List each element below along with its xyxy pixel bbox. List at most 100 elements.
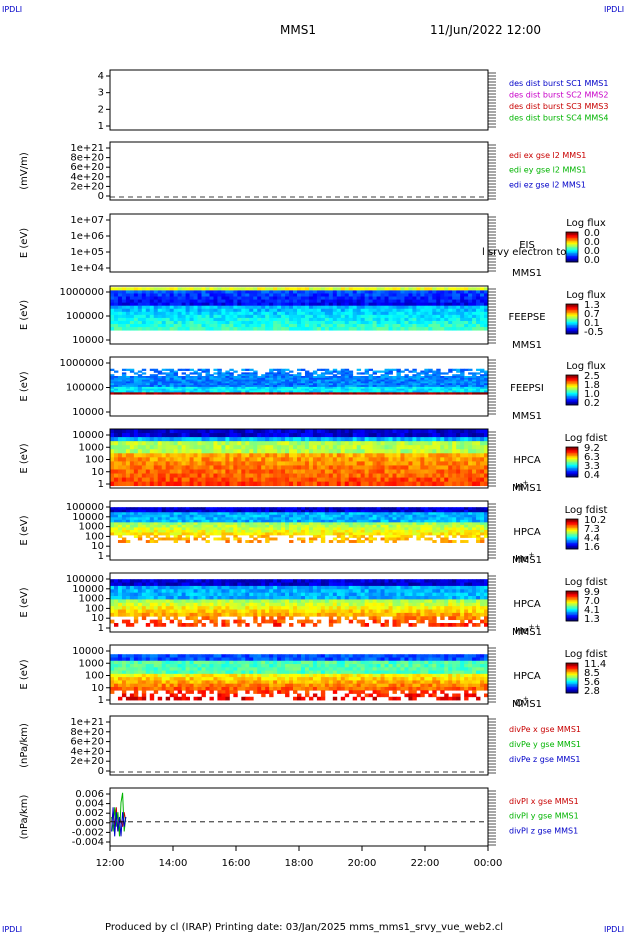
heatmap-cell <box>324 390 330 393</box>
heatmap-cell <box>432 457 437 462</box>
heatmap-cell <box>153 383 159 386</box>
heatmap-cell <box>129 465 135 470</box>
heatmap-cell <box>348 477 354 483</box>
heatmap-cell <box>177 388 183 391</box>
heatmap-cell <box>364 311 370 316</box>
heatmap-cell <box>356 290 362 294</box>
heatmap-cell <box>380 392 385 395</box>
heatmap-cell <box>372 376 377 379</box>
heatmap-cell <box>133 320 139 325</box>
heatmap-cell <box>484 324 489 328</box>
heatmap-cell <box>380 527 385 531</box>
heatmap-cell <box>209 287 214 291</box>
heatmap-cell <box>300 457 306 462</box>
heatmap-cell <box>161 368 167 371</box>
heatmap-cell <box>209 507 214 511</box>
heatmap-cell <box>221 372 226 375</box>
heatmap-cell <box>225 392 230 395</box>
heatmap-cell <box>173 509 179 513</box>
heatmap-cell <box>281 368 286 371</box>
heatmap-cell <box>476 465 481 470</box>
heatmap-cell <box>392 429 397 434</box>
heatmap-cell <box>356 514 362 518</box>
heatmap-cell <box>293 377 298 381</box>
heatmap-cell <box>209 383 214 386</box>
heatmap-cell <box>145 296 151 300</box>
heatmap-cell <box>173 296 179 300</box>
heatmap-cell <box>245 368 250 371</box>
heatmap-cell <box>225 529 230 533</box>
heatmap-cell <box>304 433 310 438</box>
heatmap-cell <box>261 429 266 434</box>
heatmap-cell <box>293 517 298 521</box>
heatmap-cell <box>249 477 254 483</box>
heatmap-cell <box>277 453 282 458</box>
heatmap-cell <box>285 461 290 466</box>
heatmap-cell <box>245 514 250 518</box>
heatmap-cell <box>436 308 441 313</box>
heatmap-cell <box>213 514 218 518</box>
heatmap-cell <box>456 324 461 328</box>
heatmap-cell <box>316 457 322 462</box>
heatmap-cell <box>201 308 206 313</box>
heatmap-cell <box>233 532 238 536</box>
heatmap-cell <box>189 290 194 294</box>
heatmap-cell <box>253 385 258 388</box>
heatmap-cell <box>404 296 409 300</box>
heatmap-cell <box>348 429 354 434</box>
heatmap-cell <box>273 437 278 442</box>
heatmap-cell <box>229 473 234 478</box>
heatmap-cell <box>340 522 346 526</box>
heatmap-cell <box>213 305 218 310</box>
heatmap-cell <box>133 392 139 395</box>
heatmap-cell <box>213 473 218 478</box>
heatmap-cell <box>352 302 358 307</box>
heatmap-cell <box>312 529 318 533</box>
heatmap-cell <box>384 532 389 536</box>
heatmap-cell <box>360 314 366 319</box>
heatmap-cell <box>110 529 115 533</box>
heatmap-cell <box>476 317 481 322</box>
heatmap-cell <box>261 522 266 526</box>
heatmap-cell <box>300 324 306 328</box>
heatmap-cell <box>336 473 342 478</box>
heatmap-cell <box>348 381 354 384</box>
panel-frame <box>109 428 489 489</box>
heatmap-cell <box>352 311 358 316</box>
heatmap-cell <box>129 461 135 466</box>
heatmap-cell <box>125 305 131 310</box>
heatmap-cell <box>412 481 417 487</box>
heatmap-cell <box>372 453 377 458</box>
heatmap-cell <box>249 299 254 304</box>
heatmap-cell <box>324 429 330 434</box>
heatmap-cell <box>265 537 270 541</box>
heatmap-cell <box>324 296 330 300</box>
heatmap-cell <box>193 509 198 513</box>
heatmap-cell <box>125 524 131 528</box>
heatmap-cell <box>400 477 405 483</box>
heatmap-cell <box>324 379 330 382</box>
heatmap-cell <box>340 381 346 384</box>
heatmap-cell <box>320 388 326 391</box>
heatmap-cell <box>368 314 374 319</box>
heatmap-cell <box>149 519 155 523</box>
heatmap-cell <box>149 390 155 393</box>
heatmap-cell <box>312 314 318 319</box>
heatmap-cell <box>320 386 326 390</box>
heatmap-cell <box>340 290 346 294</box>
heatmap-cell <box>380 473 385 478</box>
heatmap-cell <box>308 383 314 386</box>
heatmap-cell <box>304 305 310 310</box>
heatmap-cell <box>281 517 286 521</box>
heatmap-cell <box>209 509 214 513</box>
heatmap-cell <box>213 290 218 294</box>
heatmap-cell <box>464 376 469 379</box>
heatmap-cell <box>181 324 186 328</box>
heatmap-cell <box>245 320 250 325</box>
heatmap-cell <box>293 481 298 487</box>
heatmap-cell <box>416 374 421 377</box>
heatmap-cell <box>149 296 155 300</box>
heatmap-cell <box>340 441 346 446</box>
heatmap-cell <box>133 383 139 386</box>
colorbar-swatch <box>566 244 578 246</box>
